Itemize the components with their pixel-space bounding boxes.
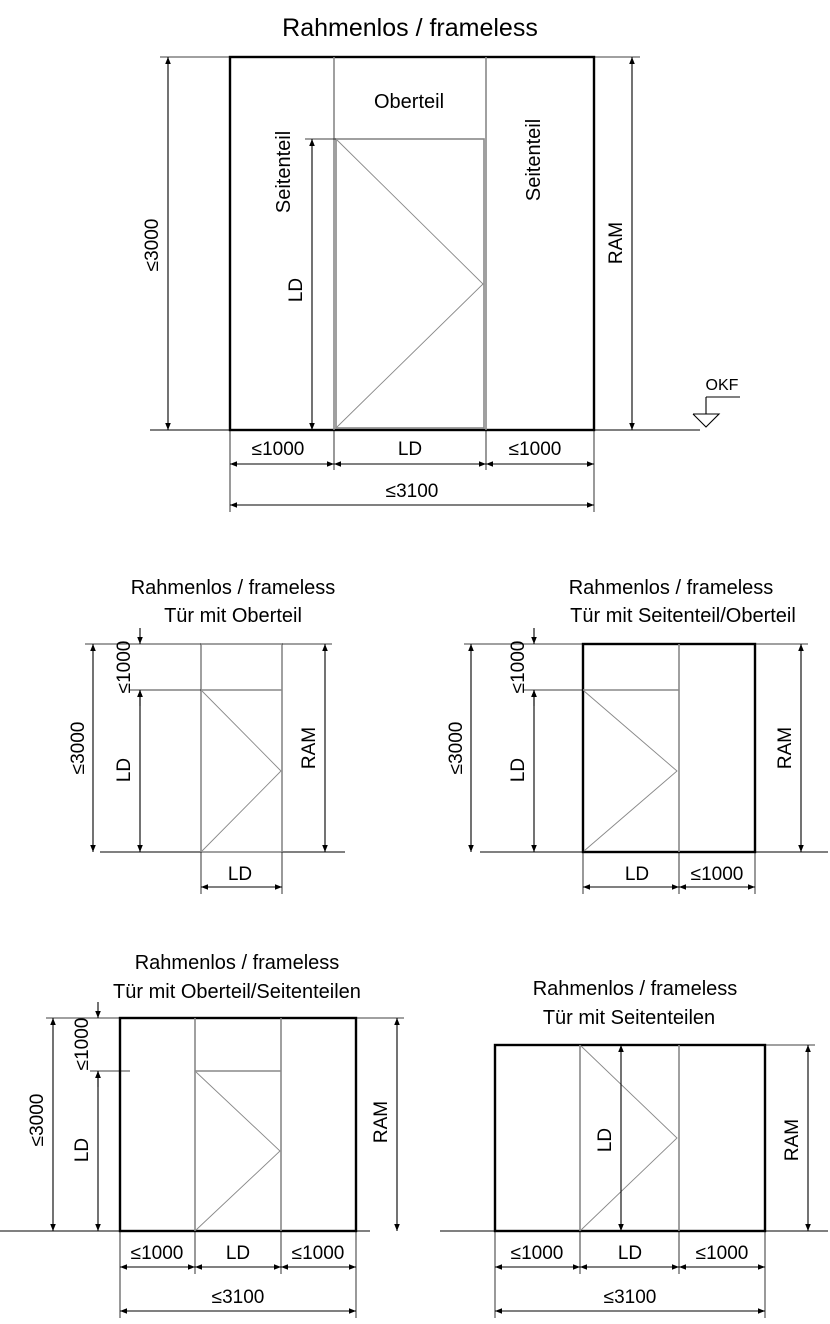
opening-symbol: [336, 139, 484, 428]
frame-height-label: RAM: [371, 1101, 392, 1143]
height-max-label: ≤3000: [27, 1094, 48, 1147]
variant-title: Rahmenlos / frameless: [131, 577, 336, 599]
variant-transom-sides: Rahmenlos / frameless Tür mit Oberteil/S…: [0, 952, 404, 1318]
main-title: Rahmenlos / frameless: [282, 14, 538, 42]
side-right-label: ≤1000: [696, 1243, 749, 1264]
variant-title: Rahmenlos / frameless: [569, 577, 774, 599]
variant-subtitle: Tür mit Seitenteil/Oberteil: [570, 605, 796, 627]
frame-height-label: RAM: [782, 1119, 803, 1161]
clear-height-label: LD: [72, 1138, 93, 1162]
side-width-label: ≤1000: [691, 864, 744, 885]
clear-height-label: LD: [595, 1128, 616, 1152]
clear-height-label: LD: [508, 758, 529, 782]
door-outline: [581, 642, 757, 854]
side-left-label: ≤1000: [252, 439, 305, 460]
opening-symbol: [195, 1071, 281, 1231]
floor-level-label: OKF: [706, 377, 739, 394]
transom-height-label: ≤1000: [72, 1018, 93, 1071]
height-max-label: ≤3000: [68, 722, 89, 775]
height-max-label: ≤3000: [446, 722, 467, 775]
height-max-label: ≤3000: [142, 219, 163, 272]
total-width-label: ≤3100: [386, 481, 439, 502]
variant-title: Rahmenlos / frameless: [135, 952, 340, 974]
variant-transom: Rahmenlos / frameless Tür mit Oberteil ≤…: [68, 577, 345, 894]
side-left-label: ≤1000: [131, 1243, 184, 1264]
clear-width-label: LD: [228, 864, 252, 885]
side-right-label: ≤1000: [292, 1243, 345, 1264]
sidelight-left-label: Seitenteil: [273, 131, 295, 213]
opening-symbol: [201, 690, 282, 852]
door-outline: [493, 1043, 767, 1233]
clear-width-label: LD: [398, 439, 422, 460]
sidelight-right-label: Seitenteil: [523, 119, 545, 201]
variant-subtitle: Tür mit Oberteil: [164, 605, 302, 627]
clear-width-label: LD: [618, 1243, 642, 1264]
transom-height-label: ≤1000: [508, 641, 529, 694]
variant-side-transom: Rahmenlos / frameless Tür mit Seitenteil…: [446, 577, 828, 894]
frame-height-label: RAM: [299, 727, 320, 769]
opening-symbol: [580, 1045, 678, 1231]
frame-height-label: RAM: [606, 222, 627, 264]
clear-width-label: LD: [625, 864, 649, 885]
transom-height-label: ≤1000: [114, 641, 135, 694]
transom-label: Oberteil: [374, 91, 444, 113]
variant-title: Rahmenlos / frameless: [533, 978, 738, 1000]
clear-height-label: LD: [114, 758, 135, 782]
variant-subtitle: Tür mit Seitenteilen: [543, 1007, 715, 1029]
frame-height-label: RAM: [775, 727, 796, 769]
main-drawing: Rahmenlos / frameless Oberteil Seitentei…: [142, 14, 740, 512]
clear-width-label: LD: [226, 1243, 250, 1264]
door-outline: [118, 1016, 358, 1233]
clear-height-label: LD: [286, 278, 307, 302]
total-width-label: ≤3100: [604, 1287, 657, 1308]
opening-symbol: [583, 690, 678, 852]
door-leaf: [335, 138, 485, 429]
door-outline: [228, 55, 596, 432]
total-width-label: ≤3100: [212, 1287, 265, 1308]
side-left-label: ≤1000: [511, 1243, 564, 1264]
variant-sides: Rahmenlos / frameless Tür mit Seitenteil…: [440, 978, 828, 1318]
variant-subtitle: Tür mit Oberteil/Seitenteilen: [113, 981, 361, 1003]
floor-level-symbol: [692, 413, 721, 428]
side-right-label: ≤1000: [509, 439, 562, 460]
glass-outline: [200, 643, 283, 853]
